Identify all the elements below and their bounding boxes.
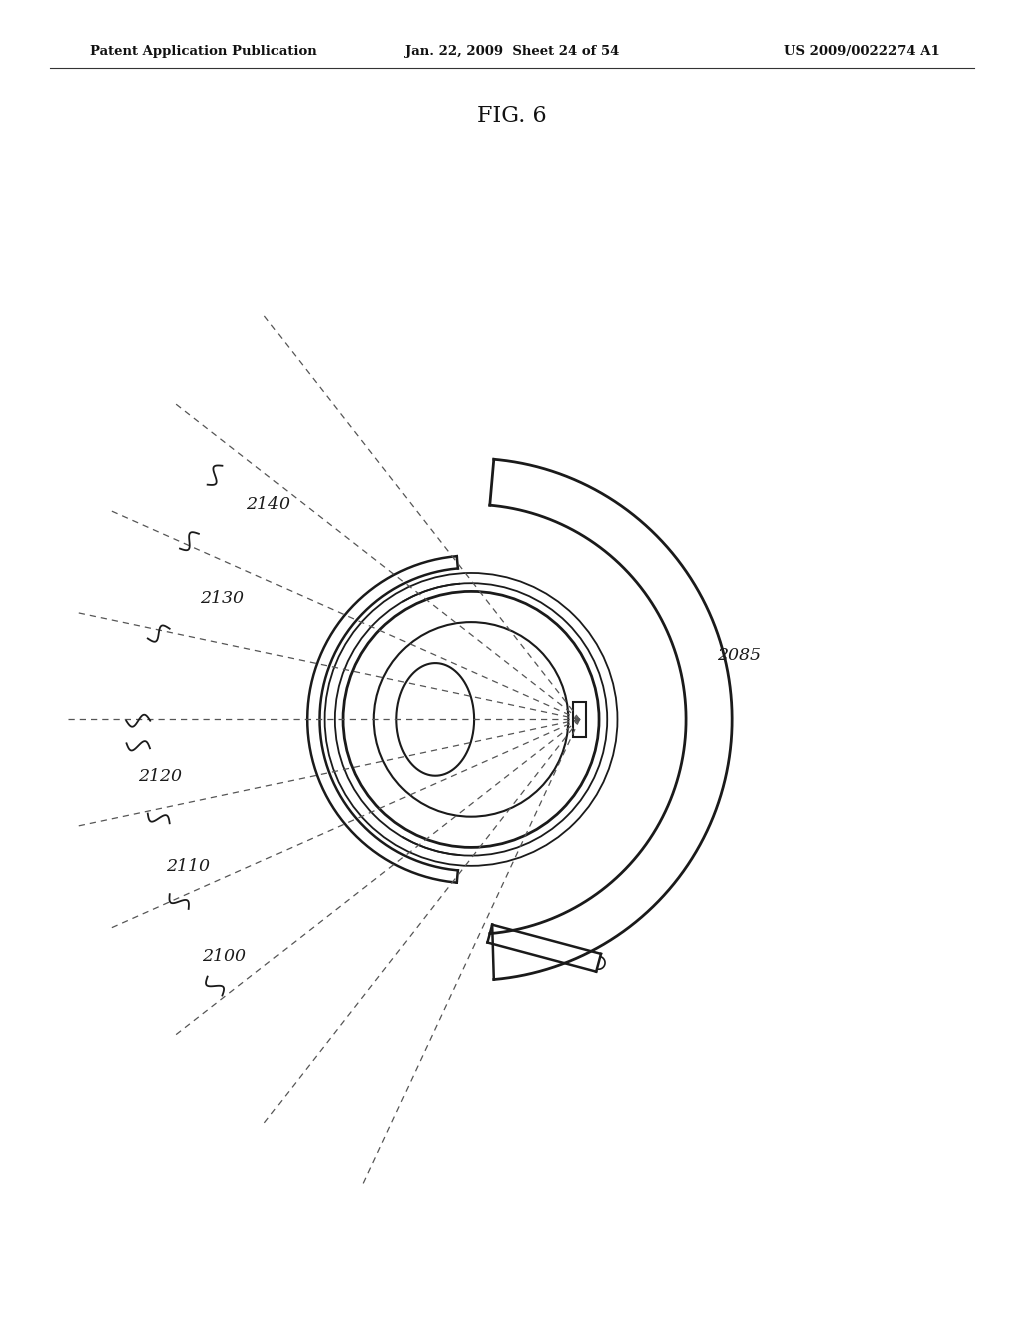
Text: 2085: 2085 (717, 647, 761, 664)
Text: 2130: 2130 (200, 590, 244, 607)
Text: FIG. 6: FIG. 6 (477, 106, 547, 127)
Text: 2110: 2110 (166, 858, 210, 875)
Text: Jan. 22, 2009  Sheet 24 of 54: Jan. 22, 2009 Sheet 24 of 54 (404, 45, 620, 58)
Text: 2120: 2120 (138, 768, 182, 785)
Text: Patent Application Publication: Patent Application Publication (90, 45, 316, 58)
Text: US 2009/0022274 A1: US 2009/0022274 A1 (784, 45, 940, 58)
Text: 2100: 2100 (202, 948, 246, 965)
Text: 2140: 2140 (246, 496, 290, 513)
Bar (573, 702, 586, 737)
